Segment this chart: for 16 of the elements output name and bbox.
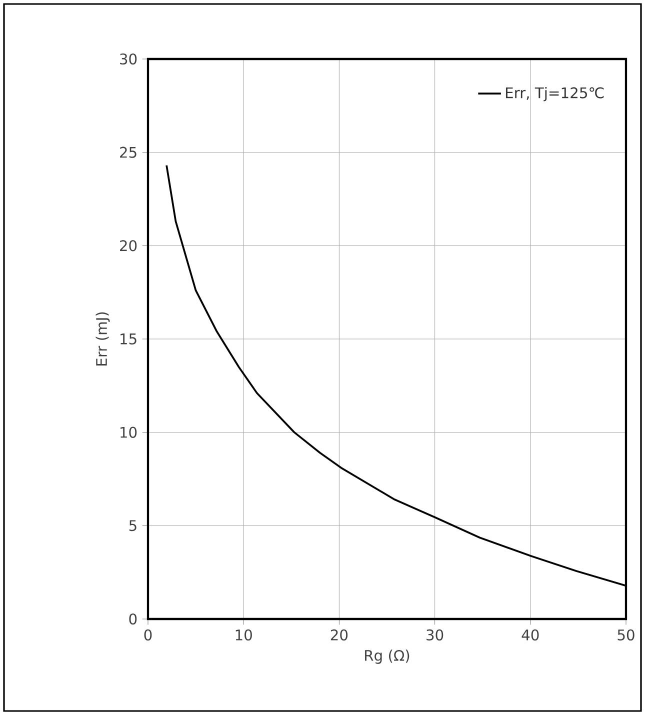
y-tick-label: 5 — [129, 520, 136, 532]
legend-label: Err, Tj=125℃ — [506, 86, 604, 102]
y-tick-label: 30 — [120, 53, 137, 65]
y-tick-label: 15 — [120, 334, 136, 344]
y-tick-label: 20 — [120, 240, 137, 252]
x-axis-title: Rg (Ω) — [365, 650, 410, 664]
x-tick-label: 30 — [426, 629, 444, 640]
x-tick-label: 40 — [522, 629, 539, 640]
y-tick-label: 25 — [120, 146, 136, 158]
x-tick-label: 10 — [236, 629, 252, 640]
y-tick-label: 10 — [120, 426, 137, 438]
x-tick-label: 20 — [330, 629, 348, 640]
y-axis-title: Err (mJ) — [96, 312, 110, 366]
x-tick-label: 50 — [618, 629, 634, 640]
x-tick-label: 0 — [144, 629, 152, 640]
y-tick-label: 0 — [129, 613, 137, 625]
